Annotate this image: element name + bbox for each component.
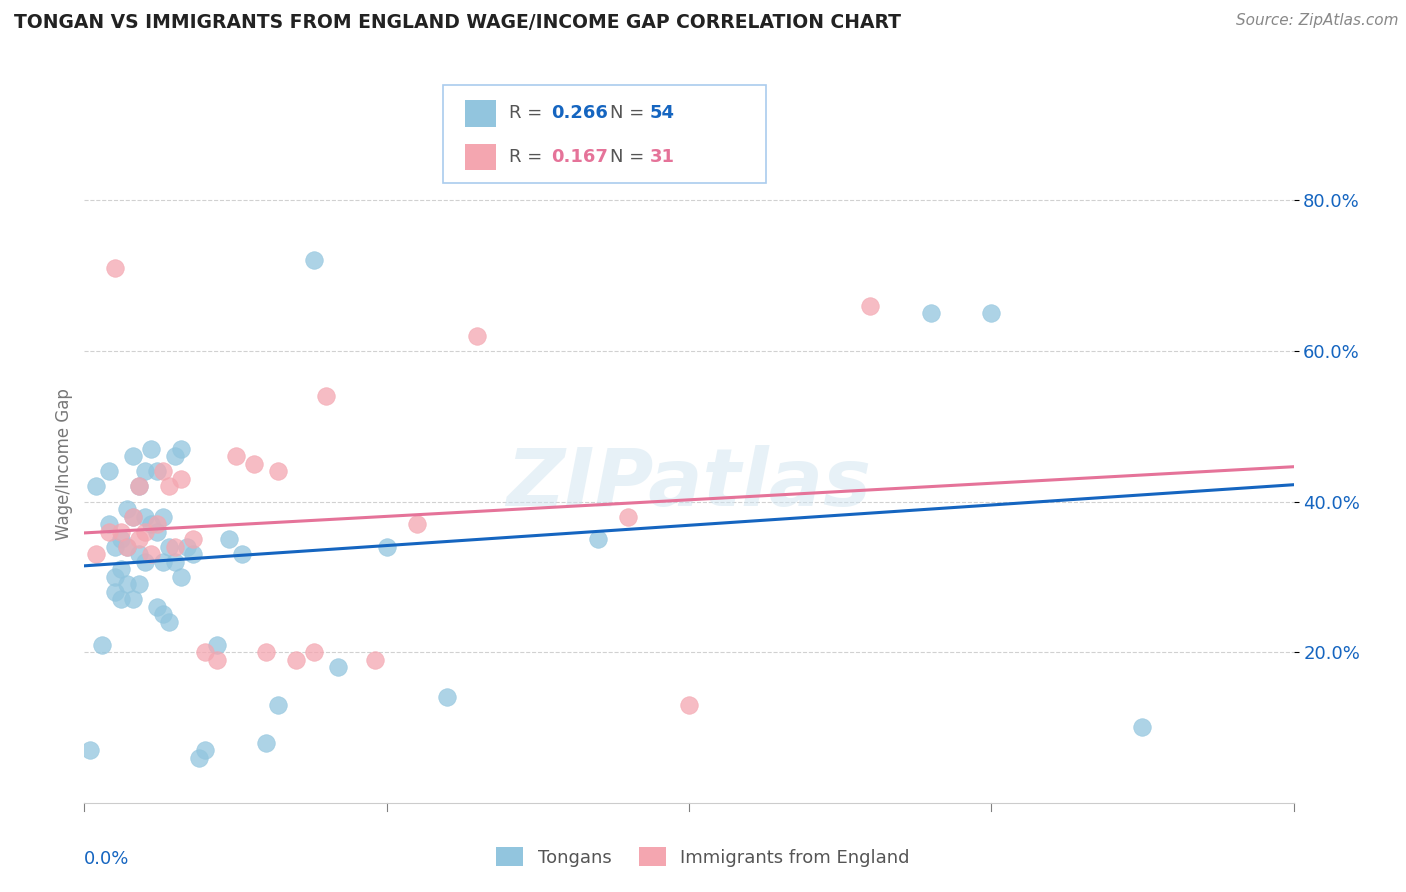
Point — [121, 592, 143, 607]
Point — [128, 577, 150, 591]
Point — [152, 509, 174, 524]
Point — [157, 540, 180, 554]
Point — [134, 524, 156, 539]
Point — [302, 645, 325, 659]
Point — [254, 645, 277, 659]
Point — [139, 547, 162, 561]
Point — [218, 532, 240, 546]
Text: 0.0%: 0.0% — [84, 850, 129, 868]
Point — [207, 638, 229, 652]
Point — [152, 555, 174, 569]
Text: 0.167: 0.167 — [551, 148, 607, 166]
Point — [157, 615, 180, 629]
Point — [194, 743, 217, 757]
Point — [315, 389, 337, 403]
Point — [254, 735, 277, 749]
Point — [363, 653, 385, 667]
Text: N =: N = — [610, 104, 650, 122]
Point — [134, 509, 156, 524]
Point — [1130, 721, 1153, 735]
Point — [128, 479, 150, 493]
Point — [170, 570, 193, 584]
Text: N =: N = — [610, 148, 650, 166]
Point — [115, 540, 138, 554]
Point — [134, 555, 156, 569]
Point — [302, 253, 325, 268]
Point — [194, 645, 217, 659]
Point — [115, 577, 138, 591]
Point — [467, 328, 489, 343]
Point — [121, 509, 143, 524]
Point — [406, 517, 429, 532]
Point — [163, 555, 186, 569]
Text: Source: ZipAtlas.com: Source: ZipAtlas.com — [1236, 13, 1399, 29]
Point — [242, 457, 264, 471]
Point — [176, 540, 198, 554]
Point — [104, 585, 127, 599]
Point — [128, 547, 150, 561]
Legend: Tongans, Immigrants from England: Tongans, Immigrants from England — [489, 840, 917, 874]
Point — [146, 517, 169, 532]
Point — [86, 547, 108, 561]
Point — [284, 653, 308, 667]
Point — [157, 479, 180, 493]
Point — [617, 509, 640, 524]
Point — [225, 450, 247, 464]
Point — [110, 524, 132, 539]
Point — [104, 260, 127, 275]
Text: R =: R = — [509, 148, 548, 166]
Point — [121, 509, 143, 524]
Point — [170, 442, 193, 456]
Point — [920, 306, 942, 320]
Text: TONGAN VS IMMIGRANTS FROM ENGLAND WAGE/INCOME GAP CORRELATION CHART: TONGAN VS IMMIGRANTS FROM ENGLAND WAGE/I… — [14, 13, 901, 32]
Point — [163, 450, 186, 464]
Text: 31: 31 — [650, 148, 675, 166]
Text: R =: R = — [509, 104, 548, 122]
Point — [134, 464, 156, 478]
Point — [436, 690, 458, 705]
Point — [678, 698, 700, 712]
Point — [79, 743, 101, 757]
Point — [115, 540, 138, 554]
Point — [181, 532, 204, 546]
Point — [181, 547, 204, 561]
Point — [170, 472, 193, 486]
Point — [231, 547, 253, 561]
Point — [128, 479, 150, 493]
Point — [152, 607, 174, 622]
Point — [91, 638, 114, 652]
Point — [146, 599, 169, 614]
Point — [859, 299, 882, 313]
Text: ZIPatlas: ZIPatlas — [506, 445, 872, 524]
Point — [146, 524, 169, 539]
Point — [146, 464, 169, 478]
Point — [110, 592, 132, 607]
Text: 0.266: 0.266 — [551, 104, 607, 122]
Point — [267, 698, 290, 712]
Point — [152, 464, 174, 478]
Point — [115, 502, 138, 516]
Point — [139, 517, 162, 532]
Point — [121, 450, 143, 464]
Text: 54: 54 — [650, 104, 675, 122]
Point — [104, 540, 127, 554]
Point — [139, 442, 162, 456]
Point — [86, 479, 108, 493]
Point — [267, 464, 290, 478]
Point — [97, 524, 120, 539]
Point — [588, 532, 610, 546]
Y-axis label: Wage/Income Gap: Wage/Income Gap — [55, 388, 73, 540]
Point — [97, 464, 120, 478]
Point — [328, 660, 350, 674]
Point — [188, 750, 211, 764]
Point — [375, 540, 398, 554]
Point — [128, 532, 150, 546]
Point — [97, 517, 120, 532]
Point — [104, 570, 127, 584]
Point — [110, 562, 132, 576]
Point — [980, 306, 1002, 320]
Point — [163, 540, 186, 554]
Point — [110, 532, 132, 546]
Point — [207, 653, 229, 667]
